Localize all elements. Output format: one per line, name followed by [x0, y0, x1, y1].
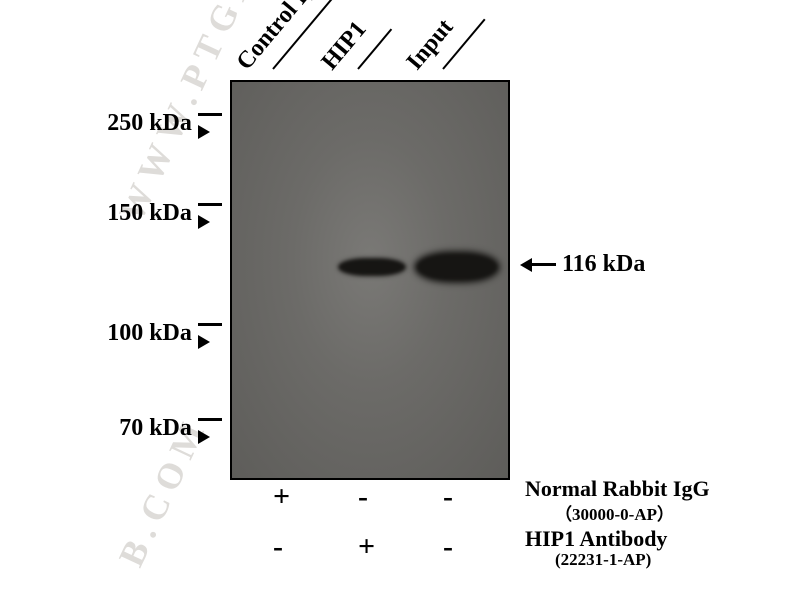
- target-band-label: 116 kDa: [562, 251, 645, 278]
- band-lane-2: [339, 259, 406, 275]
- condition-1-lane-1-symbol: -: [273, 530, 283, 564]
- arrow-left-icon: [520, 256, 556, 274]
- mw-marker-3: 70 kDa: [70, 410, 233, 446]
- condition-0-lane-1-symbol: +: [273, 480, 290, 514]
- condition-0-sublabel: （30000-0-AP）: [555, 500, 674, 525]
- arrow-right-icon: [198, 105, 233, 141]
- condition-1-lane-2-symbol: +: [358, 530, 375, 564]
- condition-0-lane-3-symbol: -: [443, 480, 453, 514]
- mw-marker-0: 250 kDa: [70, 105, 233, 141]
- mw-marker-label-1: 150 kDa: [70, 200, 192, 227]
- arrow-right-icon: [198, 315, 233, 351]
- target-band-marker: 116 kDa: [520, 251, 645, 278]
- lane-header-3: Input: [402, 14, 460, 75]
- western-blot-membrane: [230, 80, 510, 480]
- arrow-right-icon: [198, 195, 233, 231]
- mw-marker-2: 100 kDa: [70, 315, 233, 351]
- condition-0-lane-2-symbol: -: [358, 480, 368, 514]
- condition-1-sublabel: (22231-1-AP): [555, 550, 651, 570]
- mw-marker-1: 150 kDa: [70, 195, 233, 231]
- band-layer: [232, 82, 508, 478]
- mw-marker-label-2: 100 kDa: [70, 320, 192, 347]
- condition-1-label: HIP1 Antibody: [525, 528, 667, 550]
- condition-1-lane-3-symbol: -: [443, 530, 453, 564]
- band-lane-3: [417, 254, 498, 280]
- arrow-right-icon: [198, 410, 233, 446]
- mw-marker-label-3: 70 kDa: [70, 415, 192, 442]
- lane-header-2: HIP1: [317, 16, 373, 75]
- condition-0-label: Normal Rabbit IgG: [525, 478, 710, 500]
- figure-container: WWW.PTGLAB.COM B.COM Control IgGHIP1Inpu…: [0, 0, 800, 600]
- mw-marker-label-0: 250 kDa: [70, 110, 192, 137]
